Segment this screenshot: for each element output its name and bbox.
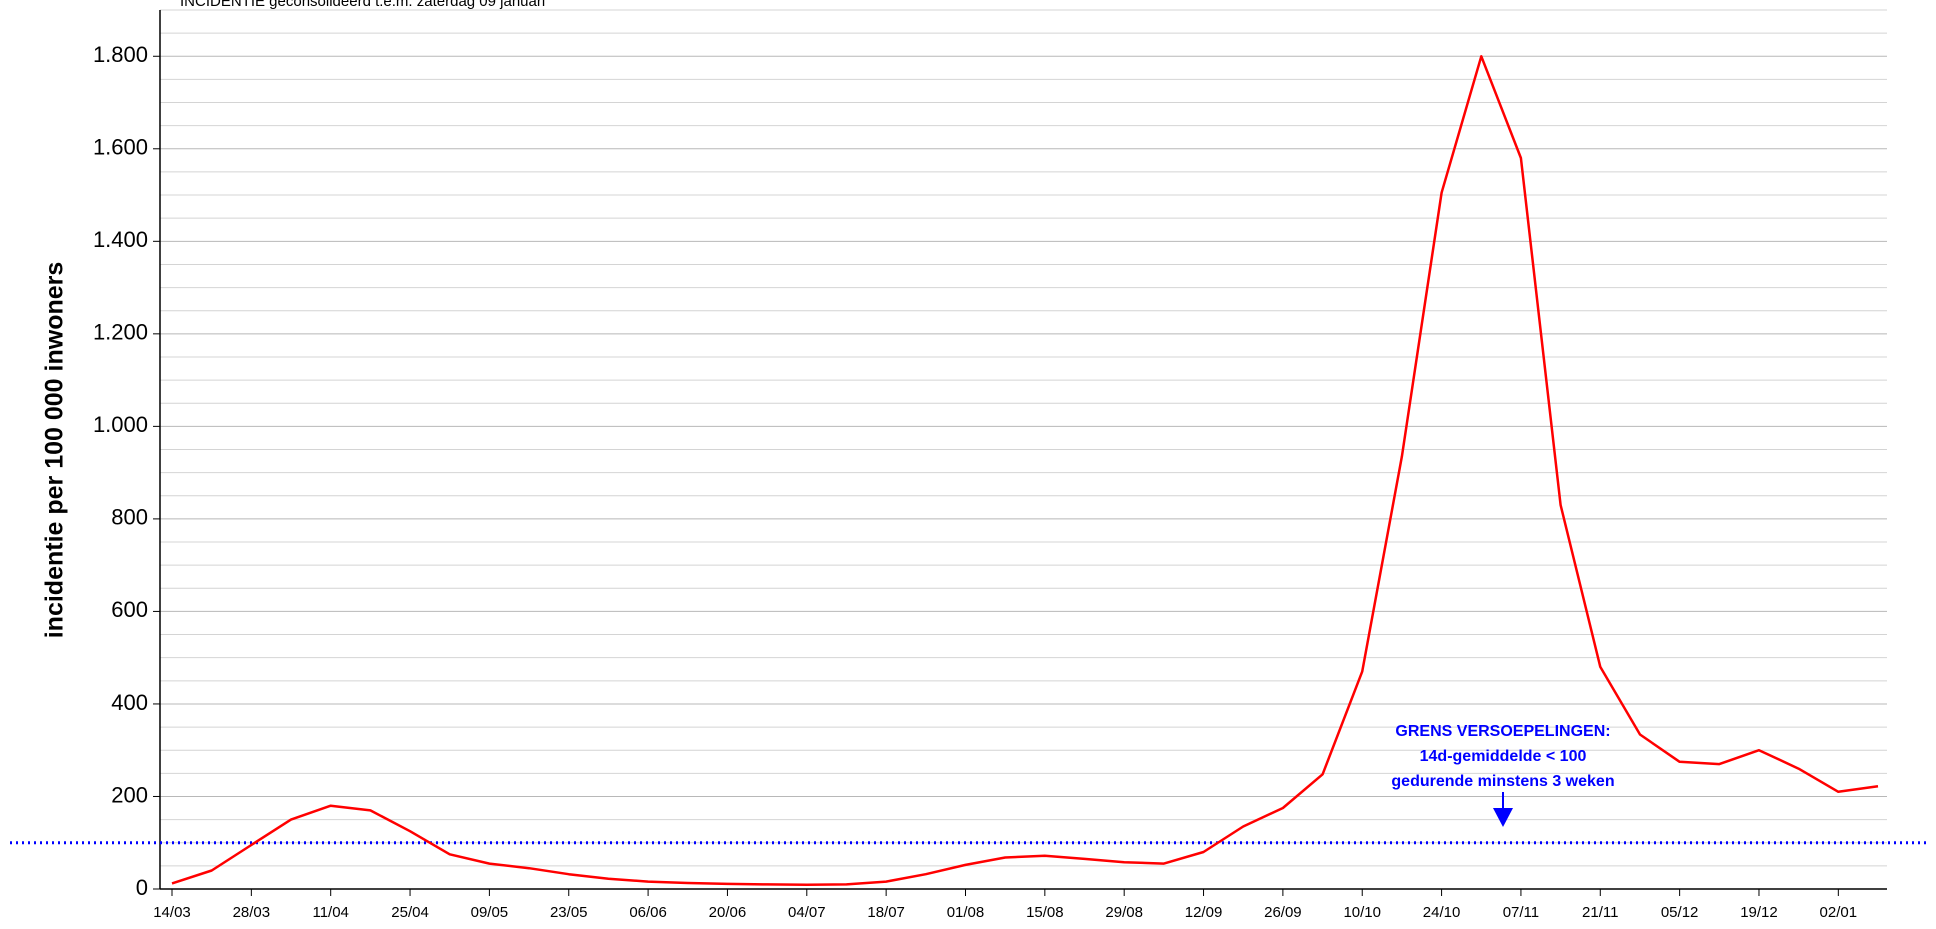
x-tick-label: 23/05	[550, 904, 588, 921]
x-tick-label: 20/06	[709, 904, 747, 921]
y-tick-label: 1.400	[93, 227, 148, 252]
annotation-text: 14d-gemiddelde < 100	[1420, 748, 1587, 765]
x-tick-label: 25/04	[391, 904, 429, 921]
x-tick-label: 02/01	[1820, 904, 1858, 921]
annotation-text: GRENS VERSOEPELINGEN:	[1395, 723, 1610, 740]
x-tick-label: 26/09	[1264, 904, 1302, 921]
y-tick-label: 1.800	[93, 42, 148, 67]
annotation-text: gedurende minstens 3 weken	[1391, 773, 1614, 790]
x-tick-label: 04/07	[788, 904, 826, 921]
x-tick-label: 18/07	[867, 904, 905, 921]
x-tick-label: 14/03	[153, 904, 191, 921]
x-tick-label: 19/12	[1740, 904, 1778, 921]
x-tick-label: 06/06	[629, 904, 667, 921]
y-tick-label: 1.200	[93, 320, 148, 345]
y-tick-label: 1.000	[93, 412, 148, 437]
x-tick-label: 29/08	[1105, 904, 1143, 921]
x-tick-label: 11/04	[312, 904, 348, 921]
y-tick-label: 600	[111, 597, 148, 622]
y-tick-label: 200	[111, 782, 148, 807]
x-tick-label: 15/08	[1026, 904, 1064, 921]
x-tick-label: 12/09	[1185, 904, 1223, 921]
x-tick-label: 09/05	[471, 904, 509, 921]
data-line	[171, 55, 1879, 887]
x-tick-label: 07/11	[1503, 904, 1539, 921]
annotation-arrowhead	[1493, 808, 1513, 827]
y-tick-label: 800	[111, 505, 148, 530]
x-tick-label: 01/08	[947, 904, 985, 921]
x-tick-label: 21/11	[1582, 904, 1618, 921]
y-tick-label: 400	[111, 690, 148, 715]
y-axis-label: incidentie per 100 000 inwoners	[41, 262, 69, 639]
x-tick-label: 24/10	[1423, 904, 1461, 921]
chart-title: INCIDENTIE geconsolideerd t.e.m. zaterda…	[180, 0, 545, 10]
x-tick-label: 28/03	[233, 904, 271, 921]
y-tick-label: 1.600	[93, 135, 148, 160]
y-tick-label: 0	[136, 875, 148, 900]
x-tick-label: 10/10	[1343, 904, 1381, 921]
x-tick-label: 05/12	[1661, 904, 1699, 921]
